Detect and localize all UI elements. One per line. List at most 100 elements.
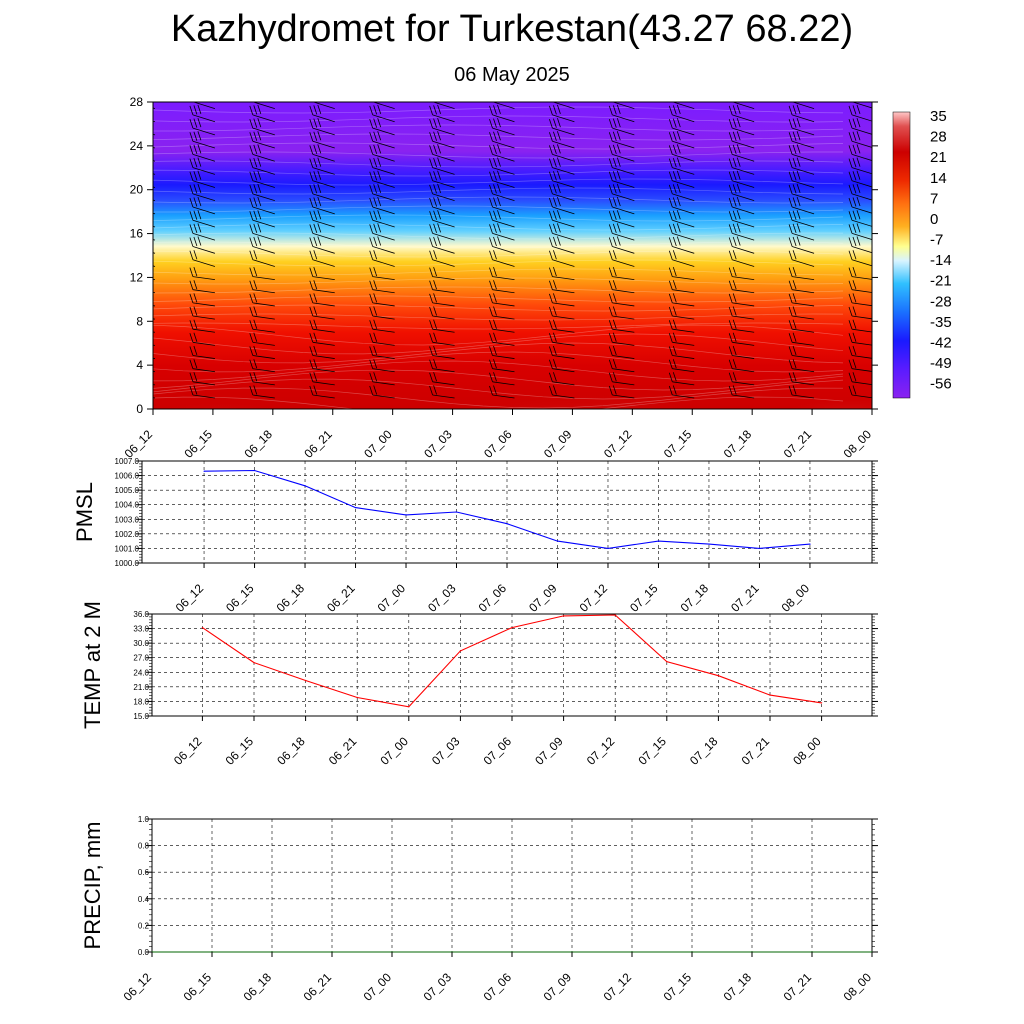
wind-barb-feather xyxy=(193,131,198,141)
data-point xyxy=(201,627,203,629)
wind-barb xyxy=(372,154,395,162)
wind-barb xyxy=(372,219,395,228)
wind-barb xyxy=(372,328,395,333)
wind-barb-feather xyxy=(134,198,137,207)
wind-barb-feather xyxy=(257,104,262,115)
wind-barb-feather xyxy=(257,183,262,194)
wind-barb-feather xyxy=(668,171,673,181)
wind-barb-feather xyxy=(616,223,621,233)
wind-barb-feather xyxy=(848,118,853,129)
wind-barb-feather xyxy=(249,237,254,247)
data-point xyxy=(758,547,761,550)
wind-barb xyxy=(672,114,695,123)
wind-barb-feather xyxy=(796,183,801,194)
wind-barb-feather xyxy=(429,359,433,369)
wind-barb-feather xyxy=(788,171,793,181)
wind-barb-feather xyxy=(857,92,860,101)
wind-barb xyxy=(153,331,156,333)
wind-barb-feather xyxy=(612,105,617,115)
wind-barb-feather xyxy=(788,306,793,317)
wind-barb xyxy=(732,102,755,109)
wind-barb xyxy=(312,206,335,215)
wind-barb-feather xyxy=(134,250,137,259)
wind-barb xyxy=(552,206,575,215)
x-tick-label: 07_06 xyxy=(481,970,515,1004)
wind-barb-feather xyxy=(309,359,314,369)
wind-barb-feather xyxy=(497,223,501,233)
x-tick-label: 07_00 xyxy=(375,581,409,615)
wind-barb-feather xyxy=(253,118,258,128)
wind-barb xyxy=(432,381,455,386)
wind-barb-feather xyxy=(608,346,613,356)
wind-barb-feather xyxy=(792,385,797,395)
x-tick-label: 06_21 xyxy=(326,734,360,768)
data-point xyxy=(455,511,458,513)
wind-barb xyxy=(612,276,635,281)
wind-barb xyxy=(432,315,455,320)
wind-barb xyxy=(312,140,335,149)
x-tick-label: 06_18 xyxy=(274,581,308,615)
wind-barb-feather xyxy=(377,210,382,220)
wind-barb-feather xyxy=(193,197,198,207)
wind-barb-feather xyxy=(433,372,437,382)
wind-barb-feather xyxy=(313,306,318,316)
wind-barb-feather xyxy=(553,223,557,234)
wind-barb-feather xyxy=(732,385,737,395)
wind-barb-feather xyxy=(549,237,553,247)
wind-barb-feather xyxy=(848,224,853,234)
wind-barb-feather xyxy=(253,157,258,168)
wind-barb-feather xyxy=(852,210,857,220)
wind-barb-feather xyxy=(433,385,437,395)
wind-barb xyxy=(492,140,515,149)
wind-barb xyxy=(851,368,872,372)
wind-barb-feather xyxy=(493,131,497,141)
wind-barb-feather xyxy=(549,93,552,102)
wind-barb-feather xyxy=(433,118,437,128)
wind-barb xyxy=(851,341,872,346)
wind-barb xyxy=(192,289,215,294)
x-tick-label: 07_15 xyxy=(627,581,661,615)
wind-barb-feather xyxy=(549,211,553,221)
wind-barb-feather xyxy=(848,359,853,369)
wind-barb-feather xyxy=(852,332,857,342)
wind-barb-feather xyxy=(134,333,137,342)
wind-barb xyxy=(732,114,755,123)
wind-barb-feather xyxy=(732,372,737,382)
wind-barb xyxy=(792,315,815,320)
wind-barb-feather xyxy=(788,184,793,195)
wind-barb-feather xyxy=(493,372,497,382)
wind-barb-feather xyxy=(608,118,613,129)
wind-barb-feather xyxy=(130,347,133,356)
wind-barb-feather xyxy=(437,117,441,128)
wind-barb-feather xyxy=(377,144,382,154)
wind-barb-feather xyxy=(676,170,681,180)
wind-barb xyxy=(432,167,455,175)
wind-barb-feather xyxy=(677,92,680,101)
wind-barb-feather xyxy=(728,105,733,116)
wind-barb xyxy=(851,315,872,320)
wind-barb xyxy=(672,394,695,399)
colorbar-label: -35 xyxy=(930,314,952,331)
wind-barb xyxy=(612,302,635,307)
isotherm-line xyxy=(153,322,844,330)
wind-barb xyxy=(492,315,515,320)
wind-barb xyxy=(612,289,635,294)
wind-barb xyxy=(312,114,335,123)
wind-barb-feather xyxy=(373,157,378,168)
wind-barb-feather xyxy=(130,294,133,303)
wind-barb-feather xyxy=(313,345,318,356)
wind-barb-feather xyxy=(253,266,258,277)
wind-barb-feather xyxy=(373,144,378,155)
wind-barb-feather xyxy=(433,266,437,277)
wind-barb-feather xyxy=(792,236,797,247)
wind-barb xyxy=(372,259,395,267)
wind-barb-feather xyxy=(796,223,801,233)
wind-barb-feather xyxy=(668,280,673,290)
wind-barb xyxy=(732,302,755,307)
wind-barb-feather xyxy=(249,184,254,195)
wind-barb-feather xyxy=(553,171,557,181)
wind-barb-feather xyxy=(733,92,736,101)
warm-core-area xyxy=(153,369,330,409)
wind-barb xyxy=(312,302,335,307)
